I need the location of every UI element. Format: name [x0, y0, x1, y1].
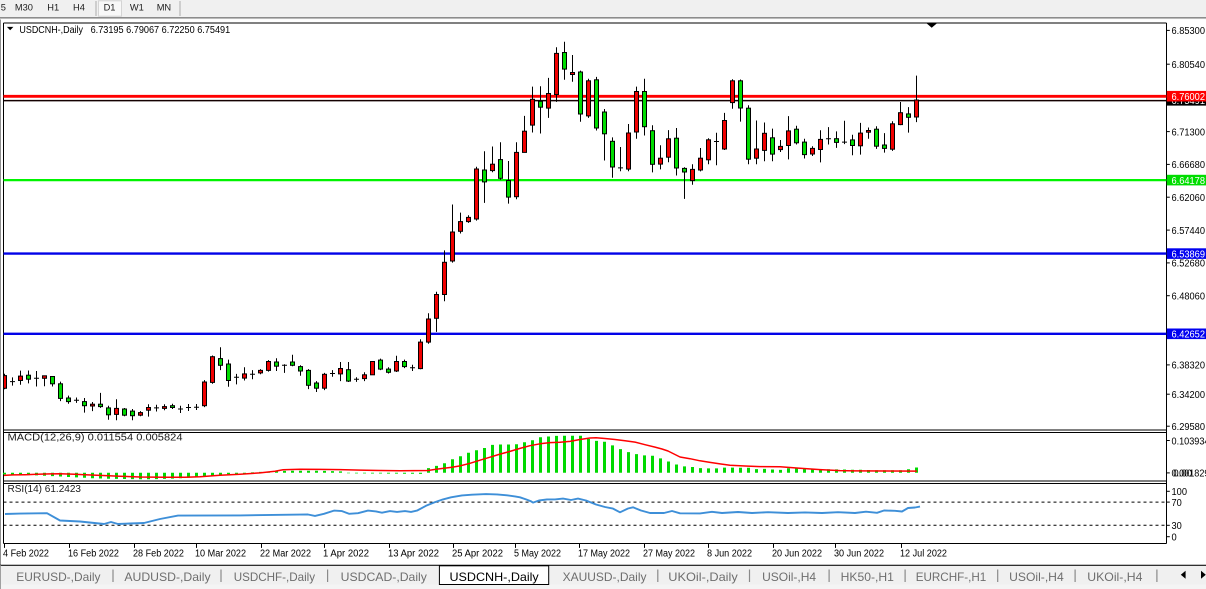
svg-text:20 Jun 2022: 20 Jun 2022 [772, 548, 822, 559]
svg-text:6.57440: 6.57440 [1172, 226, 1206, 237]
svg-text:UKOil-,Daily: UKOil-,Daily [668, 570, 737, 584]
svg-text:USDCNH-,Daily: USDCNH-,Daily [19, 25, 83, 36]
svg-text:27 May 2022: 27 May 2022 [643, 548, 695, 559]
svg-text:RSI(14) 61.2423: RSI(14) 61.2423 [8, 484, 82, 495]
svg-text:6.85300: 6.85300 [1172, 26, 1206, 37]
svg-text:17 May 2022: 17 May 2022 [578, 548, 630, 559]
svg-text:6.76002: 6.76002 [1172, 92, 1206, 103]
svg-text:6.42652: 6.42652 [1172, 330, 1206, 341]
svg-text:25 Apr 2022: 25 Apr 2022 [452, 548, 503, 559]
svg-text:70: 70 [1172, 498, 1183, 509]
svg-text:30 Jun 2022: 30 Jun 2022 [834, 548, 884, 559]
svg-text:12 Jul 2022: 12 Jul 2022 [900, 548, 947, 559]
svg-text:28 Feb 2022: 28 Feb 2022 [133, 548, 184, 559]
svg-text:16 Feb 2022: 16 Feb 2022 [68, 548, 119, 559]
svg-text:UKOil-,H4: UKOil-,H4 [1087, 570, 1142, 584]
svg-text:D1: D1 [104, 3, 116, 13]
svg-text:6.73195 6.79067 6.72250 6.7549: 6.73195 6.79067 6.72250 6.75491 [91, 25, 231, 36]
svg-text:MN: MN [157, 3, 171, 13]
svg-text:5: 5 [1, 3, 6, 13]
svg-text:22 Mar 2022: 22 Mar 2022 [260, 548, 311, 559]
svg-text:6.38320: 6.38320 [1172, 361, 1206, 372]
svg-text:0: 0 [1172, 533, 1178, 544]
svg-text:EURCHF-,H1: EURCHF-,H1 [916, 570, 987, 584]
svg-text:1 Apr 2022: 1 Apr 2022 [323, 548, 369, 559]
svg-text:5 May 2022: 5 May 2022 [514, 548, 561, 559]
svg-text:6.64178: 6.64178 [1172, 176, 1206, 187]
svg-text:6.53869: 6.53869 [1172, 249, 1206, 260]
svg-text:4 Feb 2022: 4 Feb 2022 [3, 548, 49, 559]
svg-text:6.48060: 6.48060 [1172, 292, 1206, 303]
svg-text:H1: H1 [47, 3, 59, 13]
svg-text:AUDUSD-,Daily: AUDUSD-,Daily [124, 570, 210, 584]
svg-text:USDCNH-,Daily: USDCNH-,Daily [450, 570, 539, 584]
svg-text:6.34200: 6.34200 [1172, 390, 1206, 401]
svg-text:USOil-,H4: USOil-,H4 [1009, 570, 1064, 584]
svg-text:6.80540: 6.80540 [1172, 60, 1206, 71]
svg-text:6.29580: 6.29580 [1172, 422, 1206, 433]
svg-text:6.66680: 6.66680 [1172, 160, 1206, 171]
svg-text:0.001829: 0.001829 [1172, 469, 1206, 480]
svg-text:USOil-,H4: USOil-,H4 [762, 570, 816, 584]
svg-text:10 Mar 2022: 10 Mar 2022 [195, 548, 246, 559]
svg-text:6.75491: 6.75491 [1172, 96, 1206, 107]
svg-text:M30: M30 [15, 3, 33, 13]
svg-text:W1: W1 [130, 3, 144, 13]
svg-text:USDCAD-,Daily: USDCAD-,Daily [341, 570, 427, 584]
svg-text:0.103934: 0.103934 [1172, 436, 1206, 447]
svg-text:6.52680: 6.52680 [1172, 259, 1206, 270]
svg-text:H4: H4 [73, 3, 85, 13]
svg-text:USDCHF-,Daily: USDCHF-,Daily [234, 570, 315, 584]
svg-text:100: 100 [1172, 487, 1188, 498]
svg-text:30: 30 [1172, 521, 1183, 532]
svg-text:0.00: 0.00 [1173, 469, 1193, 480]
svg-text:6.62060: 6.62060 [1172, 193, 1206, 204]
svg-text:8 Jun 2022: 8 Jun 2022 [707, 548, 752, 559]
svg-text:13 Apr 2022: 13 Apr 2022 [388, 548, 439, 559]
svg-text:XAUUSD-,Daily: XAUUSD-,Daily [563, 570, 647, 584]
svg-text:EURUSD-,Daily: EURUSD-,Daily [16, 570, 100, 584]
svg-text:6.71300: 6.71300 [1172, 127, 1206, 138]
svg-text:HK50-,H1: HK50-,H1 [841, 570, 895, 584]
svg-text:MACD(12,26,9) 0.011554 0.00582: MACD(12,26,9) 0.011554 0.005824 [8, 433, 184, 444]
